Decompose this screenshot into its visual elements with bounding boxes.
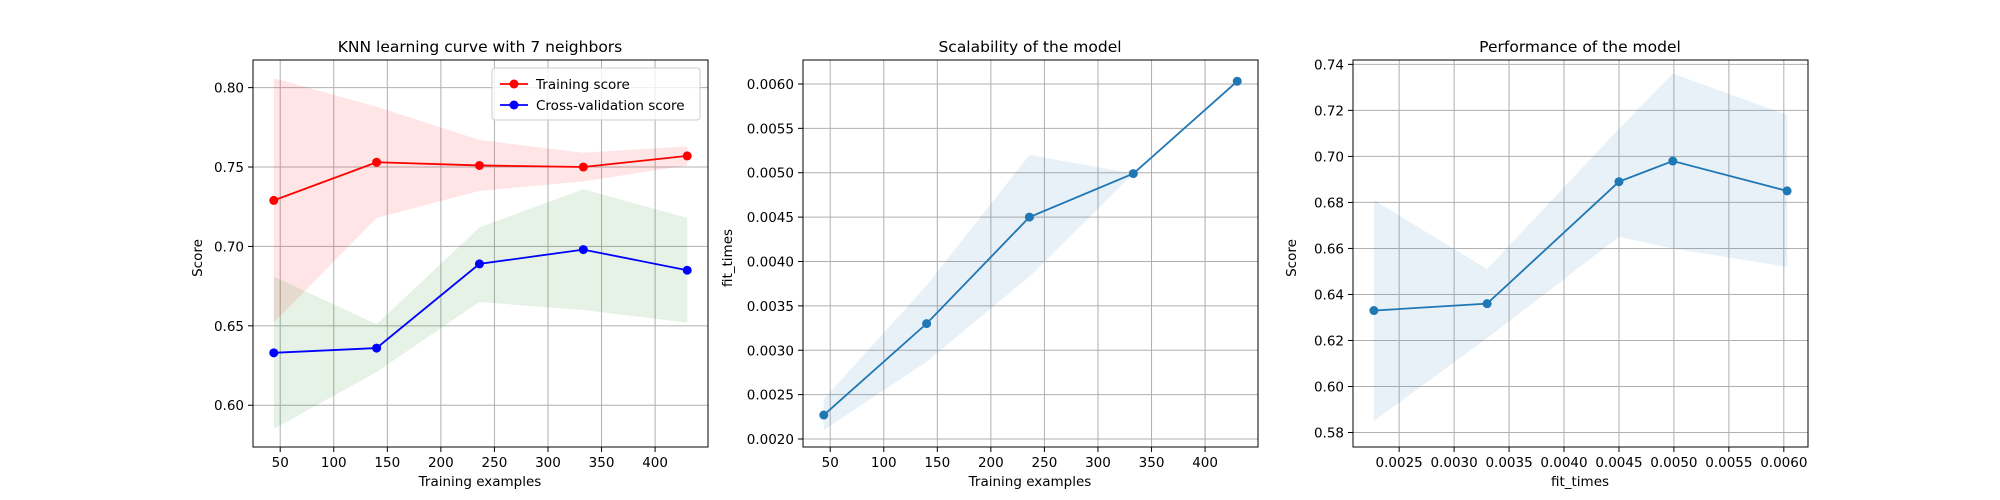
- x-tick-label: 250: [482, 455, 508, 471]
- x-tick-label: 200: [428, 455, 454, 471]
- x-tick-label: 250: [1032, 455, 1058, 471]
- x-tick-label: 0.0055: [1705, 455, 1752, 471]
- chart-panel-learning-curve: KNN learning curve with 7 neighbors Trai…: [190, 38, 709, 490]
- y-tick-label: 0.0020: [747, 432, 794, 448]
- y-tick-label: 0.75: [214, 160, 244, 176]
- data-point: [922, 319, 932, 329]
- confidence-band: [823, 81, 1238, 431]
- data-point: [1232, 76, 1242, 86]
- x-tick-label: 0.0060: [1760, 455, 1807, 471]
- x-tick-label: 50: [822, 455, 839, 471]
- x-tick-label: 0.0040: [1540, 455, 1587, 471]
- data-point: [372, 157, 382, 167]
- y-tick-label: 0.0055: [747, 121, 794, 137]
- data-point: [1614, 177, 1624, 187]
- y-tick-label: 0.64: [1314, 287, 1344, 303]
- x-tick-label: 400: [1192, 455, 1218, 471]
- x-tick-label: 150: [924, 455, 950, 471]
- x-tick-label: 150: [374, 455, 400, 471]
- data-point: [1668, 156, 1678, 166]
- x-tick-label: 0.0035: [1485, 455, 1532, 471]
- confidence-band: [1373, 73, 1788, 422]
- legend-marker: [509, 100, 519, 110]
- y-tick-label: 0.70: [214, 239, 244, 255]
- y-axis-label: Score: [1284, 239, 1300, 277]
- x-axis-label: Training examples: [968, 474, 1092, 490]
- x-tick-label: 300: [1085, 455, 1111, 471]
- y-tick-label: 0.72: [1314, 103, 1344, 119]
- confidence-band: [273, 78, 688, 323]
- x-tick-label: 100: [321, 455, 347, 471]
- legend-box: [491, 67, 701, 121]
- data-point: [474, 259, 484, 269]
- y-tick-label: 0.0060: [747, 77, 794, 93]
- legend: Training score Cross-validation score: [491, 67, 701, 121]
- x-tick-label: 0.0050: [1650, 455, 1697, 471]
- y-tick-label: 0.60: [1314, 379, 1344, 395]
- y-tick-label: 0.0035: [747, 299, 794, 315]
- data-point: [819, 410, 829, 420]
- plot-frame: [802, 59, 1259, 448]
- x-tick-label: 350: [1139, 455, 1165, 471]
- data-point: [372, 343, 382, 353]
- data-point: [1482, 299, 1492, 309]
- legend-label: Cross-validation score: [536, 98, 685, 114]
- x-tick-label: 400: [642, 455, 668, 471]
- data-point: [269, 195, 279, 205]
- chart-title: Performance of the model: [1479, 38, 1681, 56]
- data-point: [1128, 169, 1138, 179]
- plot-area: 0.0025 0.0030 0.0035 0.0040 0.0045 0.0050 0.00…: [1314, 57, 1809, 471]
- data-point: [1024, 212, 1034, 222]
- y-axis-label: Score: [190, 239, 206, 277]
- x-tick-label: 300: [535, 455, 561, 471]
- y-tick-label: 0.66: [1314, 241, 1344, 257]
- y-tick-label: 0.80: [214, 81, 244, 97]
- y-tick-label: 0.0025: [747, 388, 794, 404]
- x-axis-label: fit_times: [1551, 474, 1609, 490]
- y-tick-label: 0.65: [214, 319, 244, 335]
- data-point: [578, 245, 588, 255]
- data-point: [1369, 306, 1379, 316]
- data-point: [269, 348, 279, 358]
- y-tick-label: 0.74: [1314, 57, 1344, 73]
- y-tick-label: 0.70: [1314, 149, 1344, 165]
- y-tick-label: 0.0045: [747, 210, 794, 226]
- y-axis-label: fit_times: [720, 229, 736, 287]
- x-tick-label: 0.0045: [1595, 455, 1642, 471]
- y-tick-label: 0.58: [1314, 426, 1344, 442]
- plot-frame: [252, 59, 709, 448]
- y-tick-label: 0.0030: [747, 343, 794, 359]
- y-tick-label: 0.60: [214, 398, 244, 414]
- x-tick-label: 100: [871, 455, 897, 471]
- data-point: [682, 151, 692, 161]
- data-point: [1782, 186, 1792, 196]
- chart-panel-scalability: Scalability of the model Training exampl…: [720, 38, 1259, 490]
- data-point: [578, 162, 588, 172]
- data-point: [682, 265, 692, 275]
- data-point: [474, 160, 484, 170]
- legend-marker: [509, 79, 519, 89]
- x-axis-label: Training examples: [418, 474, 542, 490]
- x-tick-label: 0.0025: [1376, 455, 1423, 471]
- chart-panel-performance: Performance of the model fit_times Score…: [1284, 38, 1809, 490]
- x-tick-label: 0.0030: [1430, 455, 1477, 471]
- legend-label: Training score: [535, 77, 630, 93]
- plot-frame: [1352, 59, 1809, 448]
- chart-title: KNN learning curve with 7 neighbors: [338, 38, 623, 56]
- y-tick-label: 0.0050: [747, 166, 794, 182]
- x-tick-label: 200: [978, 455, 1004, 471]
- plot-area: 50 100 150 200 250 300 350 400 0.0020 0.0025 0.003…: [747, 59, 1259, 471]
- y-tick-label: 0.0040: [747, 254, 794, 270]
- chart-title: Scalability of the model: [938, 38, 1121, 56]
- y-tick-label: 0.62: [1314, 333, 1344, 349]
- y-tick-label: 0.68: [1314, 195, 1344, 211]
- plot-area: 50 100 150 200 250 300 350 400 0.60 0.65 0.70 0.75 0…: [214, 59, 709, 471]
- x-tick-label: 50: [272, 455, 289, 471]
- x-tick-label: 350: [589, 455, 615, 471]
